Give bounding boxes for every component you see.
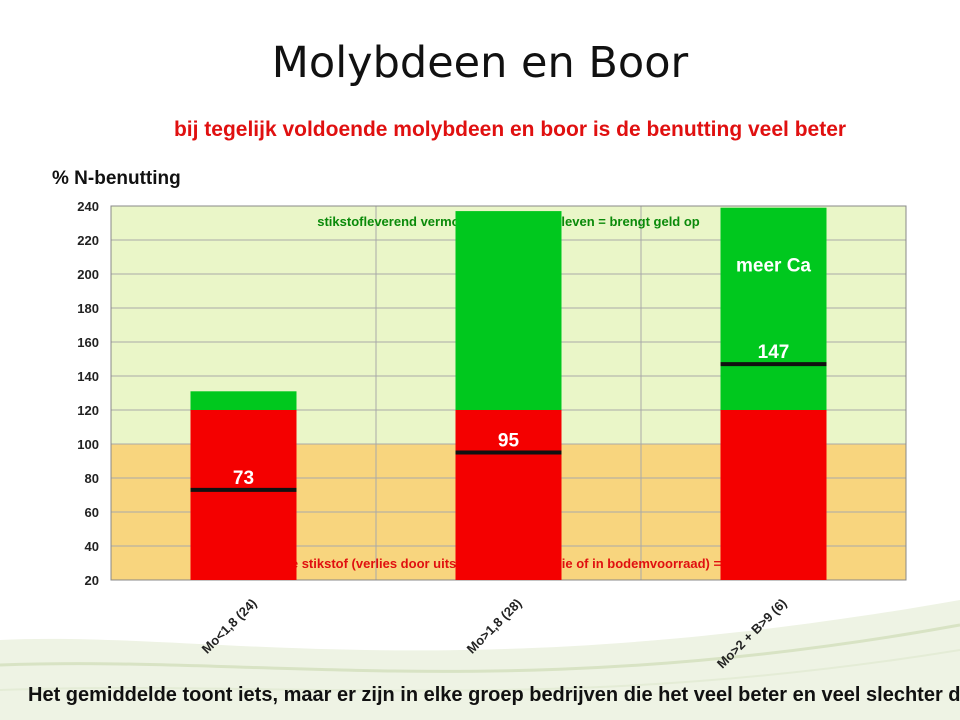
y-tick-label: 140: [77, 369, 99, 384]
bar-segment-red: [190, 410, 297, 580]
y-tick-label: 120: [77, 403, 99, 418]
bar-segment-green: [720, 207, 827, 410]
y-axis-label: % N-benutting: [52, 168, 181, 189]
y-tick-label: 240: [77, 199, 99, 214]
slide-title: Molybdeen en Boor: [271, 38, 689, 88]
y-tick-label: 200: [77, 267, 99, 282]
y-tick-label: 40: [85, 539, 99, 554]
slide-footer: Het gemiddelde toont iets, maar er zijn …: [28, 684, 960, 706]
x-tick-label: Mo>1,8 (28): [464, 596, 525, 657]
y-tick-label: 180: [77, 301, 99, 316]
bar-segment-red: [720, 410, 827, 580]
x-tick-label: Mo>2 + B>9 (6): [714, 596, 790, 672]
marker-value-label: 73: [233, 468, 254, 489]
y-tick-label: 160: [77, 335, 99, 350]
x-tick-label: Mo<1,8 (24): [199, 596, 260, 657]
slide-subtitle: bij tegelijk voldoende molybdeen en boor…: [173, 118, 847, 141]
y-tick-label: 220: [77, 233, 99, 248]
marker-value-label: 147: [758, 342, 790, 363]
bar-segment-green: [190, 391, 297, 410]
y-tick-label: 100: [77, 437, 99, 452]
y-tick-label: 20: [85, 573, 99, 588]
bar-segment-red: [455, 410, 562, 580]
y-tick-label: 80: [85, 471, 99, 486]
bar-annotation: meer Ca: [736, 256, 811, 277]
y-tick-label: 60: [85, 505, 99, 520]
marker-value-label: 95: [498, 431, 520, 452]
bar-segment-green: [455, 211, 562, 410]
